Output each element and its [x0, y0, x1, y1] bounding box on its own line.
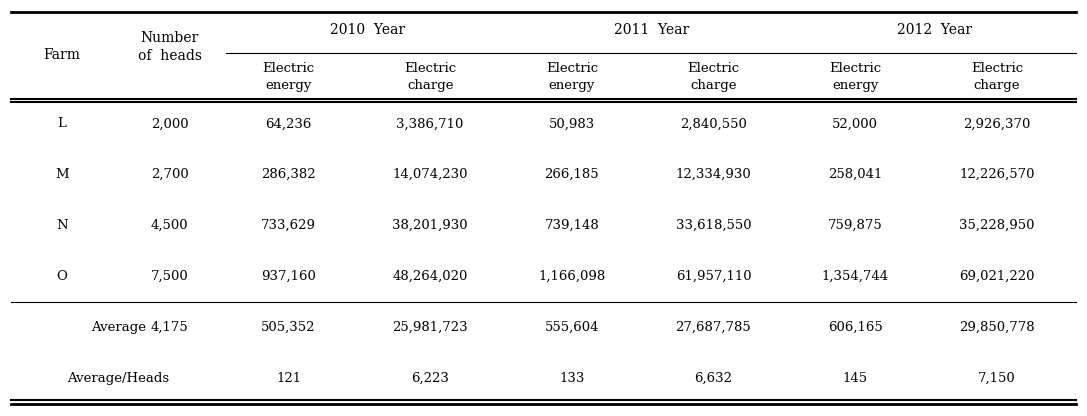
Text: Average/Heads: Average/Heads	[67, 371, 170, 385]
Text: 1,354,744: 1,354,744	[822, 270, 889, 283]
Text: Electric
energy: Electric energy	[829, 62, 882, 92]
Text: Electric
charge: Electric charge	[404, 62, 457, 92]
Text: 48,264,020: 48,264,020	[392, 270, 467, 283]
Text: 2011  Year: 2011 Year	[613, 23, 689, 37]
Text: 505,352: 505,352	[261, 321, 315, 334]
Text: 12,334,930: 12,334,930	[676, 168, 751, 181]
Text: Electric
energy: Electric energy	[262, 62, 314, 92]
Text: 2,926,370: 2,926,370	[963, 117, 1030, 131]
Text: L: L	[58, 117, 66, 131]
Text: 2012  Year: 2012 Year	[897, 23, 972, 37]
Text: 145: 145	[842, 371, 867, 385]
Text: 2010  Year: 2010 Year	[330, 23, 405, 37]
Text: 286,382: 286,382	[261, 168, 316, 181]
Text: 29,850,778: 29,850,778	[959, 321, 1035, 334]
Text: N: N	[57, 219, 67, 232]
Text: 12,226,570: 12,226,570	[959, 168, 1035, 181]
Text: 50,983: 50,983	[549, 117, 595, 131]
Text: 133: 133	[559, 371, 585, 385]
Text: M: M	[55, 168, 68, 181]
Text: Farm: Farm	[43, 49, 80, 62]
Text: 6,223: 6,223	[411, 371, 449, 385]
Text: Electric
charge: Electric charge	[971, 62, 1023, 92]
Text: 25,981,723: 25,981,723	[392, 321, 468, 334]
Text: 35,228,950: 35,228,950	[959, 219, 1035, 232]
Text: 7,500: 7,500	[151, 270, 188, 283]
Text: 606,165: 606,165	[828, 321, 883, 334]
Text: 266,185: 266,185	[545, 168, 599, 181]
Text: 61,957,110: 61,957,110	[676, 270, 751, 283]
Text: 733,629: 733,629	[261, 219, 316, 232]
Text: 739,148: 739,148	[545, 219, 599, 232]
Text: 52,000: 52,000	[833, 117, 878, 131]
Text: Average: Average	[91, 321, 146, 334]
Text: 64,236: 64,236	[265, 117, 312, 131]
Text: 937,160: 937,160	[261, 270, 316, 283]
Text: 4,175: 4,175	[151, 321, 188, 334]
Text: 6,632: 6,632	[695, 371, 733, 385]
Text: O: O	[57, 270, 67, 283]
Text: Electric
energy: Electric energy	[546, 62, 598, 92]
Text: Electric
charge: Electric charge	[687, 62, 739, 92]
Text: 69,021,220: 69,021,220	[959, 270, 1035, 283]
Text: 38,201,930: 38,201,930	[392, 219, 468, 232]
Text: 2,840,550: 2,840,550	[680, 117, 747, 131]
Text: 14,074,230: 14,074,230	[392, 168, 467, 181]
Text: 3,386,710: 3,386,710	[397, 117, 464, 131]
Text: 7,150: 7,150	[978, 371, 1015, 385]
Text: 27,687,785: 27,687,785	[676, 321, 751, 334]
Text: 4,500: 4,500	[151, 219, 188, 232]
Text: 2,700: 2,700	[151, 168, 188, 181]
Text: 555,604: 555,604	[545, 321, 599, 334]
Text: Number
of  heads: Number of heads	[138, 31, 201, 63]
Text: 2,000: 2,000	[151, 117, 188, 131]
Text: 759,875: 759,875	[828, 219, 883, 232]
Text: 121: 121	[276, 371, 301, 385]
Text: 33,618,550: 33,618,550	[676, 219, 751, 232]
Text: 258,041: 258,041	[828, 168, 883, 181]
Text: 1,166,098: 1,166,098	[538, 270, 605, 283]
